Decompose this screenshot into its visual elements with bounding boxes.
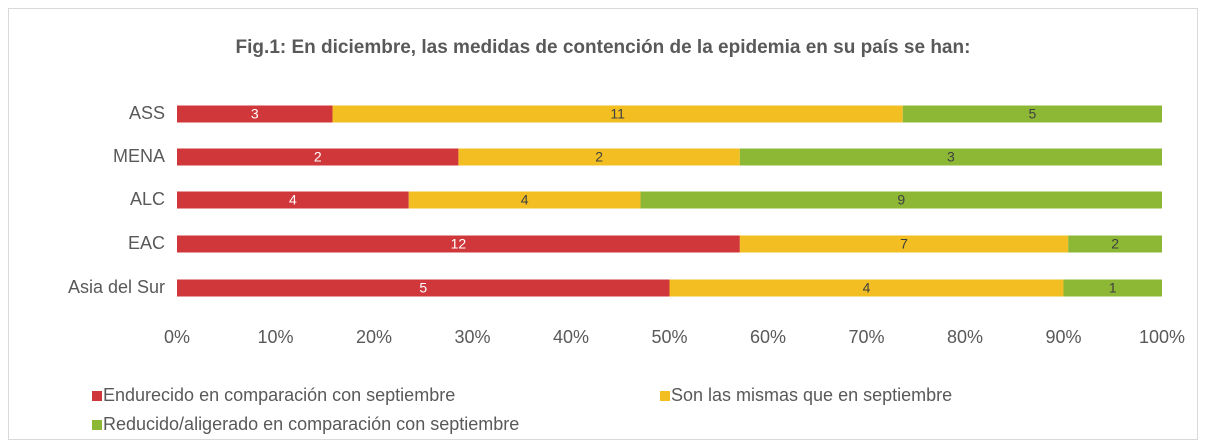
legend-swatch [660,391,670,401]
y-tick-label: ALC [130,189,165,209]
bar-segment [1068,235,1162,253]
data-label: 7 [900,236,908,252]
data-label: 4 [863,280,871,296]
x-tick-label: 50% [651,327,687,347]
bar-segment [739,235,1069,253]
bar-segment [177,148,459,166]
y-tick-label: EAC [128,233,165,253]
bar-segment [1063,279,1162,297]
bar-segment [177,105,333,123]
data-label: 3 [947,149,955,165]
data-label: 2 [595,149,603,165]
x-tick-label: 40% [553,327,589,347]
bar-segment [177,279,670,297]
bar-segment [177,235,740,253]
bar-segment [640,191,1162,209]
x-tick-label: 70% [848,327,884,347]
x-tick-label: 20% [356,327,392,347]
y-tick-label: Asia del Sur [68,277,165,297]
x-tick-label: 30% [454,327,490,347]
legend-label: Reducido/aligerado en comparación con se… [103,414,519,434]
x-tick-label: 90% [1045,327,1081,347]
bar-segment [902,105,1162,123]
data-label: 9 [897,192,905,208]
data-label: 2 [314,149,322,165]
data-label: 4 [521,192,529,208]
data-label: 11 [610,106,625,122]
x-tick-label: 10% [257,327,293,347]
legend-swatch [92,420,102,430]
data-label: 2 [1111,236,1119,252]
x-tick-label: 60% [750,327,786,347]
y-tick-label: MENA [113,146,165,166]
y-tick-label: ASS [129,103,165,123]
data-label: 5 [1028,106,1036,122]
legend-label: Endurecido en comparación con septiembre [103,385,455,405]
x-tick-label: 100% [1139,327,1185,347]
legend-swatch [92,391,102,401]
bar-segment [458,148,740,166]
bar-segment [177,191,409,209]
x-tick-label: 0% [164,327,190,347]
bar-segment [739,148,1162,166]
bar-segment [332,105,903,123]
data-label: 12 [451,236,467,252]
data-label: 5 [419,280,427,296]
data-label: 3 [251,106,259,122]
bar-segment [669,279,1064,297]
chart-border [8,8,1198,440]
chart-title: Fig.1: En diciembre, las medidas de cont… [236,37,971,58]
data-label: 4 [289,192,297,208]
x-tick-label: 80% [947,327,983,347]
legend-label: Son las mismas que en septiembre [671,385,952,405]
data-label: 1 [1109,280,1117,296]
bar-segment [408,191,641,209]
